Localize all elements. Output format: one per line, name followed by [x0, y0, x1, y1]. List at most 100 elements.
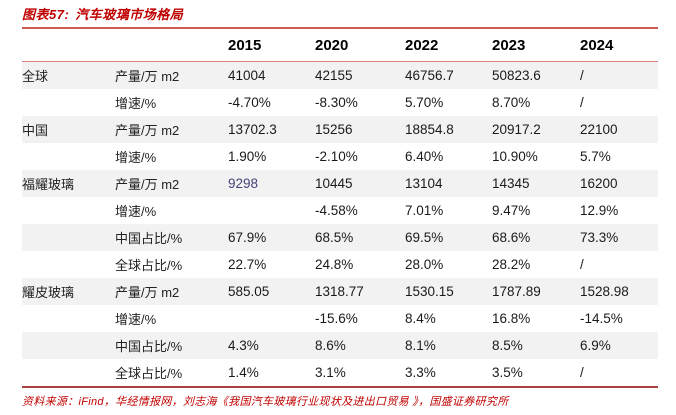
- value-cell: 22100: [580, 122, 618, 137]
- value-cell: 4.3%: [228, 338, 259, 353]
- year-header-2024: 2024: [580, 28, 658, 62]
- metric-label-cell: 产量/万 m2: [115, 69, 180, 84]
- value-cell: 8.6%: [315, 338, 346, 353]
- value-cell: 9298: [228, 176, 259, 191]
- value-cell: 16.8%: [492, 311, 531, 326]
- value-cell: 20917.2: [492, 122, 541, 137]
- value-cell: -4.58%: [315, 203, 358, 218]
- value-cell: 8.1%: [405, 338, 436, 353]
- group-label-cell: 福耀玻璃: [22, 177, 75, 192]
- year-header-2015: 2015: [228, 28, 315, 62]
- group-label-cell: [22, 251, 115, 278]
- figure-title: 图表57: 汽车玻璃市场格局: [22, 6, 658, 24]
- value-cell: 73.3%: [580, 230, 619, 245]
- value-cell: 1318.77: [315, 284, 364, 299]
- table-row: 增速/% -15.6% 8.4% 16.8% -14.5%: [22, 305, 658, 332]
- group-label-cell: 耀皮玻璃: [22, 285, 75, 300]
- value-cell: 68.5%: [315, 230, 354, 245]
- metric-label-cell: 增速/%: [115, 204, 157, 219]
- figure-number-label: 图表57:: [22, 7, 70, 22]
- metric-label-cell: 产量/万 m2: [115, 285, 180, 300]
- metric-label-cell: 增速/%: [115, 150, 157, 165]
- value-cell: -15.6%: [315, 311, 358, 326]
- group-label-cell: [22, 332, 115, 359]
- value-cell: -8.30%: [315, 95, 358, 110]
- value-cell: 8.4%: [405, 311, 436, 326]
- metric-label-cell: 产量/万 m2: [115, 177, 180, 192]
- table-row: 中国占比/% 4.3% 8.6% 8.1% 8.5% 6.9%: [22, 332, 658, 359]
- value-cell: 22.7%: [228, 257, 267, 272]
- value-cell: 18854.8: [405, 122, 454, 137]
- value-cell: /: [580, 68, 584, 83]
- value-cell: 3.1%: [315, 359, 405, 388]
- table-body: 全球 产量/万 m2 41004 42155 46756.7 50823.6/增速/% -4…: [22, 61, 658, 388]
- value-cell: [228, 197, 315, 224]
- metric-label-cell: 全球占比/%: [115, 258, 183, 273]
- metric-label-cell: 产量/万 m2: [115, 123, 180, 138]
- metric-label-cell: 全球占比/%: [115, 359, 228, 388]
- metric-label-cell: 增速/%: [115, 312, 157, 327]
- value-cell: 28.2%: [492, 257, 531, 272]
- value-cell: 1787.89: [492, 284, 541, 299]
- value-cell: 16200: [580, 176, 618, 191]
- group-header-cell: [22, 28, 115, 62]
- value-cell: 50823.6: [492, 68, 541, 83]
- value-cell: 10445: [315, 176, 353, 191]
- table-row: 全球 产量/万 m2 41004 42155 46756.7 50823.6 /: [22, 61, 658, 89]
- value-cell: 12.9%: [580, 203, 619, 218]
- year-header-row: 2015 2020 2022 2023 2024: [22, 28, 658, 62]
- value-cell: /: [580, 95, 584, 110]
- value-cell: 6.9%: [580, 338, 611, 353]
- metric-label-cell: 中国占比/%: [115, 231, 183, 246]
- value-cell: -2.10%: [315, 149, 358, 164]
- source-note: 资料来源：iFind，华经情报网，刘志海《我国汽车玻璃行业现状及进出口贸易 》，…: [22, 396, 509, 408]
- value-cell: 24.8%: [315, 257, 354, 272]
- metric-label-cell: 中国占比/%: [115, 339, 183, 354]
- value-cell: 14345: [492, 176, 530, 191]
- value-cell: 5.70%: [405, 95, 444, 110]
- group-label-cell: 中国: [22, 123, 49, 138]
- value-cell: -4.70%: [228, 95, 271, 110]
- value-cell: 13702.3: [228, 122, 277, 137]
- value-cell: 6.40%: [405, 149, 444, 164]
- metric-label-cell: 增速/%: [115, 96, 157, 111]
- value-cell: 1.90%: [228, 149, 267, 164]
- table-row: 增速/% -4.70% -8.30% 5.70% 8.70% /: [22, 89, 658, 116]
- table-row: 全球占比/% 1.4% 3.1% 3.3% 3.5% /: [22, 359, 658, 388]
- year-header-2022: 2022: [405, 28, 492, 62]
- value-cell: /: [580, 359, 658, 388]
- value-cell: 7.01%: [405, 203, 444, 218]
- group-label-cell: 全球: [22, 69, 49, 84]
- value-cell: 5.7%: [580, 149, 611, 164]
- table-row: 中国 产量/万 m2 13702.3 15256 18854.8 20917.2 22100: [22, 116, 658, 143]
- metric-header-cell: [115, 28, 228, 62]
- table-row: 增速/% -4.58% 7.01% 9.47% 12.9%: [22, 197, 658, 224]
- value-cell: 69.5%: [405, 230, 444, 245]
- table-row: 全球占比/% 22.7% 24.8% 28.0% 28.2% /: [22, 251, 658, 278]
- value-cell: 28.0%: [405, 257, 444, 272]
- group-label-cell: [22, 359, 115, 388]
- value-cell: 15256: [315, 122, 353, 137]
- value-cell: 1.4%: [228, 359, 315, 388]
- value-cell: 42155: [315, 68, 353, 83]
- value-cell: 1530.15: [405, 284, 454, 299]
- value-cell: -14.5%: [580, 311, 623, 326]
- group-label-cell: [22, 224, 115, 251]
- year-header-2023: 2023: [492, 28, 580, 62]
- value-cell: 67.9%: [228, 230, 267, 245]
- group-label-cell: [22, 305, 115, 332]
- group-label-cell: [22, 197, 115, 224]
- value-cell: 13104: [405, 176, 443, 191]
- value-cell: 3.5%: [492, 359, 580, 388]
- table-row: 福耀玻璃 产量/万 m2 9298 10445 13104 14345 16200: [22, 170, 658, 197]
- group-label-cell: [22, 89, 115, 116]
- value-cell: 1528.98: [580, 284, 629, 299]
- value-cell: /: [580, 257, 584, 272]
- table-row: 中国占比/% 67.9% 68.5% 69.5% 68.6% 73.3%: [22, 224, 658, 251]
- figure-name: 汽车玻璃市场格局: [75, 7, 184, 22]
- value-cell: 8.5%: [492, 338, 523, 353]
- value-cell: 41004: [228, 68, 266, 83]
- value-cell: [228, 305, 315, 332]
- group-label-cell: [22, 143, 115, 170]
